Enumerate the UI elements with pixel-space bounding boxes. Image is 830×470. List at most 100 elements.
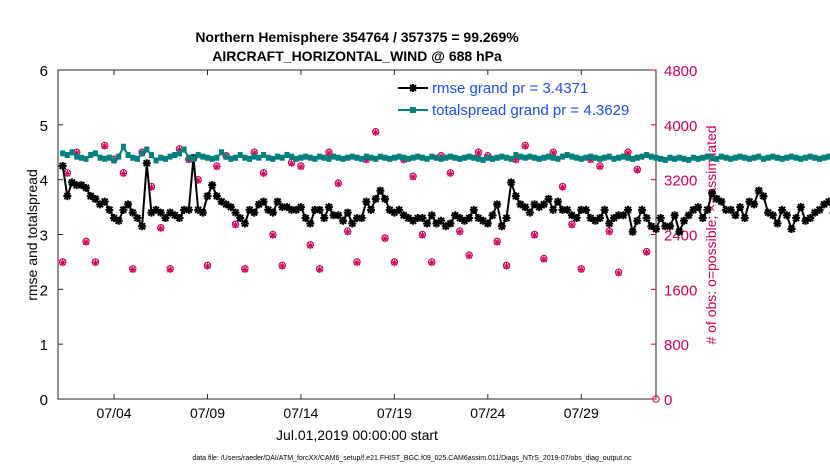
rmse-point: [264, 205, 273, 214]
totalspread-point: [742, 154, 748, 161]
totalspread-point: [396, 153, 402, 160]
totalspread-point: [312, 155, 318, 162]
obs-assimilated-point: [278, 262, 286, 270]
rmse-point: [694, 203, 703, 212]
rmse-point: [404, 214, 413, 223]
obs-assimilated-point: [91, 259, 99, 267]
rmse-point: [642, 214, 651, 223]
chart-subtitle: AIRCRAFT_HORIZONTAL_WIND @ 688 hPa: [212, 48, 502, 64]
rmse-point: [114, 216, 123, 225]
rmse-point: [511, 192, 520, 201]
totalspread-point: [289, 153, 295, 160]
totalspread-point: [167, 153, 173, 160]
rmse-point: [292, 205, 301, 214]
totalspread-point: [489, 155, 495, 162]
obs-assimilated-point: [428, 259, 436, 267]
totalspread-point: [279, 154, 285, 161]
totalspread-point: [821, 154, 827, 161]
rmse-point: [222, 200, 231, 209]
totalspread-point: [359, 155, 365, 162]
legend-marker: [409, 84, 417, 92]
totalspread-point: [690, 154, 696, 161]
totalspread-point: [826, 153, 830, 160]
totalspread-point: [784, 154, 790, 161]
rmse-point: [119, 205, 128, 214]
x-tick-label: 07/09: [190, 405, 225, 421]
totalspread-point: [546, 153, 552, 160]
x-tick-label: 07/24: [470, 405, 505, 421]
totalspread-point: [681, 155, 687, 162]
totalspread-point: [405, 155, 411, 162]
rmse-point: [806, 214, 815, 223]
obs-assimilated-point: [259, 169, 268, 178]
obs-assimilated-point: [568, 221, 576, 229]
obs-assimilated-point: [250, 149, 258, 157]
rmse-point: [787, 225, 796, 234]
totalspread-point: [718, 153, 724, 160]
rmse-point: [652, 225, 660, 234]
rmse-point: [815, 205, 824, 214]
rmse-point: [287, 205, 296, 214]
totalspread-point: [153, 157, 159, 164]
rmse-point: [367, 205, 376, 214]
rmse-point: [432, 219, 441, 228]
totalspread-point: [214, 154, 220, 161]
obs-assimilated-point: [194, 176, 202, 184]
rmse-point: [684, 211, 693, 220]
rmse-point: [778, 205, 787, 214]
totalspread-point: [522, 154, 528, 161]
rmse-point: [105, 205, 114, 214]
totalspread-point: [555, 155, 561, 162]
rmse-point: [558, 205, 567, 214]
totalspread-point: [331, 153, 337, 160]
totalspread-point: [676, 154, 682, 161]
rmse-point: [703, 205, 712, 214]
y-axis-label: rmse and totalspread: [24, 169, 40, 301]
totalspread-point: [102, 155, 108, 162]
rmse-point: [409, 216, 418, 225]
totalspread-point: [569, 153, 575, 160]
y2-tick-label: 1600: [664, 282, 697, 299]
rmse-point: [563, 205, 572, 214]
y-tick-label: 5: [40, 118, 48, 135]
totalspread-point: [349, 153, 355, 160]
obs-assimilated-point: [605, 228, 613, 236]
rmse-point: [180, 205, 189, 214]
rmse-point: [72, 181, 81, 190]
totalspread-point: [321, 154, 327, 161]
rmse-point: [381, 194, 390, 203]
totalspread-point: [298, 154, 304, 161]
rmse-point: [301, 214, 310, 223]
rmse-point: [418, 214, 427, 223]
totalspread-point: [92, 150, 98, 157]
y2-axis-label: # of obs: o=possible; ×=assimilated: [703, 125, 719, 344]
totalspread-point: [205, 154, 210, 161]
totalspread-point: [662, 156, 668, 163]
totalspread-point: [401, 154, 407, 161]
rmse-point: [268, 208, 277, 217]
rmse-point: [745, 197, 754, 206]
y-tick-label: 2: [40, 282, 48, 299]
rmse-point: [623, 205, 632, 214]
rmse-point: [212, 192, 221, 201]
rmse-point: [306, 219, 315, 228]
totalspread-point: [97, 154, 103, 161]
rmse-point: [273, 197, 282, 206]
totalspread-point: [732, 154, 738, 161]
totalspread-point: [667, 154, 673, 161]
rmse-point: [759, 192, 768, 201]
totalspread-point: [592, 154, 598, 161]
rmse-point: [577, 205, 586, 214]
rmse-point: [282, 203, 291, 212]
totalspread-point: [148, 151, 154, 158]
rmse-point: [722, 205, 731, 214]
obs-assimilated-point: [203, 262, 212, 270]
rmse-point: [385, 205, 394, 214]
totalspread-point: [653, 154, 659, 161]
y2-tick-label: 4800: [664, 63, 697, 80]
rmse-point: [170, 211, 179, 220]
rmse-point: [343, 208, 352, 217]
obs-assimilated-point: [372, 128, 380, 136]
totalspread-point: [363, 153, 369, 160]
